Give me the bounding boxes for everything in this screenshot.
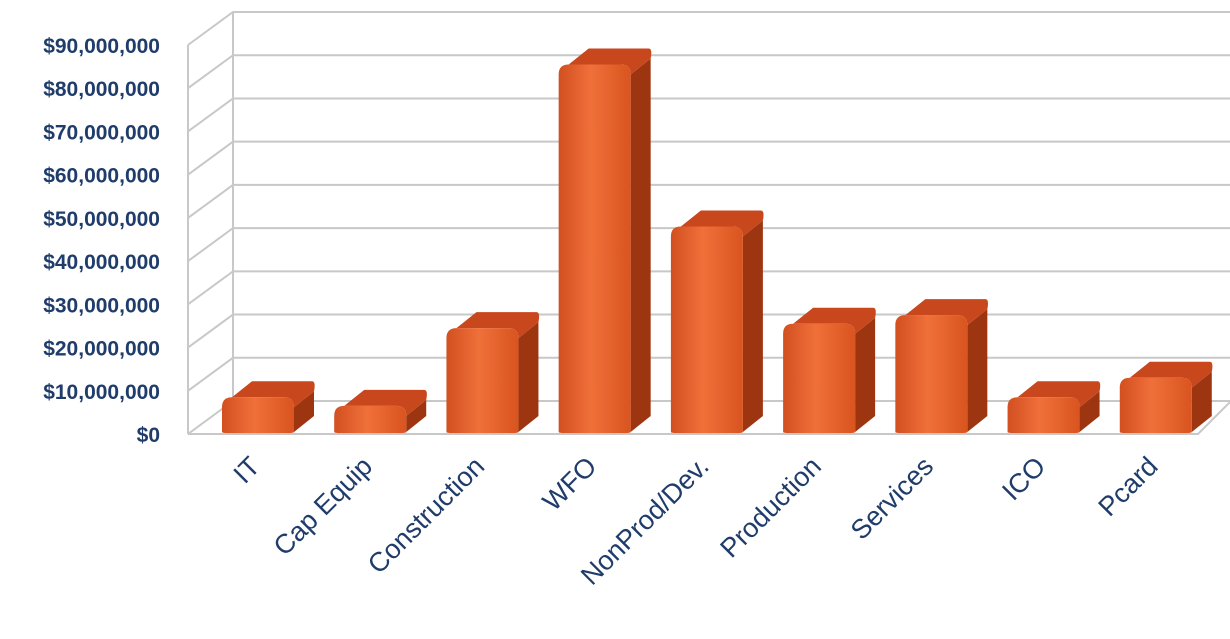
bar: [1119, 361, 1213, 433]
bar-side: [1079, 391, 1100, 432]
gridline: [187, 11, 1230, 46]
bar: [222, 381, 315, 433]
bar-front: [446, 328, 519, 433]
bar-front: [334, 405, 407, 433]
gridlines: [187, 11, 1230, 435]
gridline: [187, 97, 1230, 133]
y-tick-label: $80,000,000: [43, 78, 160, 101]
bar-side: [294, 391, 314, 432]
bar-top: [680, 210, 764, 237]
bar: [334, 389, 427, 433]
y-tick-label: $30,000,000: [43, 294, 160, 317]
bar-top: [456, 312, 540, 339]
bar-top: [1017, 381, 1101, 408]
floor-edge: [188, 400, 1230, 435]
bar: [895, 299, 988, 433]
bar-side: [855, 317, 876, 432]
y-tick-label: $70,000,000: [43, 121, 160, 144]
bar-side: [518, 322, 539, 432]
bar-top: [905, 299, 988, 326]
y-tick-label: $0: [137, 424, 160, 447]
bar-front: [1007, 397, 1080, 433]
bar-front: [558, 64, 631, 433]
bar-side: [406, 399, 427, 432]
y-tick-label: $50,000,000: [43, 208, 160, 231]
bar-top: [568, 48, 652, 75]
y-tick-label: $60,000,000: [43, 165, 160, 188]
y-tick-label: $40,000,000: [43, 251, 160, 274]
bar: [558, 48, 652, 433]
bar-side: [630, 58, 651, 432]
x-tick-label: ICO: [996, 451, 1051, 506]
x-tick-label: Construction: [362, 451, 490, 579]
bar-top: [232, 381, 315, 408]
bar-front: [670, 226, 743, 433]
y-tick-label: $20,000,000: [43, 338, 160, 361]
bar-side: [967, 309, 988, 432]
x-tick-label: Production: [714, 451, 826, 563]
x-tick-label: Pcard: [1093, 451, 1164, 522]
bar-front: [783, 323, 856, 433]
bar-side: [1191, 371, 1212, 432]
bar: [1007, 381, 1101, 433]
bars: [222, 48, 1213, 433]
bar-front: [895, 315, 968, 433]
y-tick-label: $10,000,000: [43, 381, 160, 404]
bar-top: [344, 389, 427, 416]
bar-top: [1129, 361, 1213, 388]
gridline: [187, 54, 1230, 90]
bar: [670, 210, 764, 433]
x-tick-label: Cap Equip: [268, 451, 378, 561]
y-tick-label: $90,000,000: [43, 35, 160, 58]
x-tick-label: Services: [845, 451, 939, 545]
bar-front: [222, 397, 294, 433]
bar-top: [793, 307, 876, 334]
gridline: [187, 140, 1230, 176]
x-tick-label: WFO: [537, 451, 603, 517]
x-tick-label: IT: [228, 451, 266, 489]
y-axis-ticks: $0 $10,000,000 $20,000,000 $30,000,000 $40,0…: [43, 35, 160, 447]
bar: [783, 307, 876, 433]
bar-side: [742, 220, 763, 432]
bar: [446, 312, 540, 433]
bar-front: [1119, 377, 1192, 433]
